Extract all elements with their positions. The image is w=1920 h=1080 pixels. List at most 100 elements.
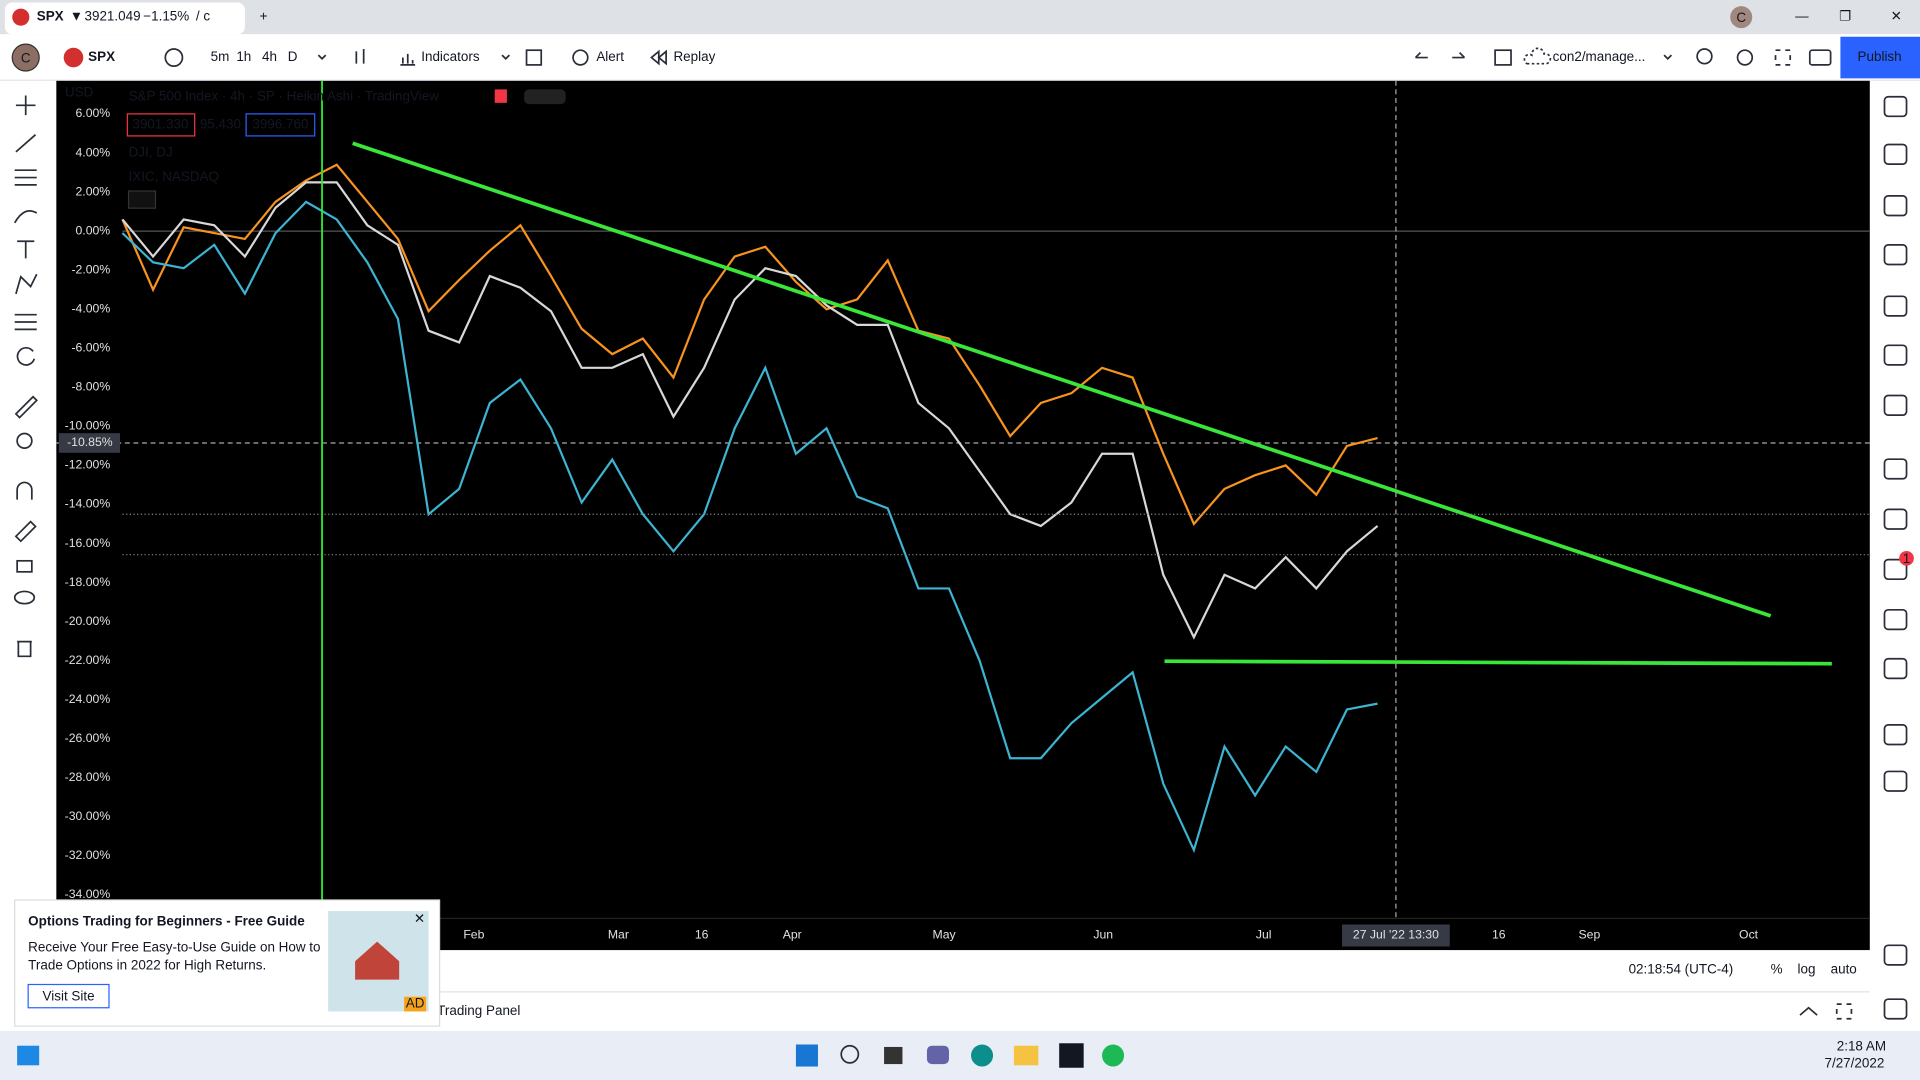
- undo[interactable]: [1414, 52, 1428, 59]
- sidebar-icon[interactable]: [1883, 608, 1908, 631]
- pattern-tool[interactable]: [15, 273, 38, 295]
- sidebar-icon[interactable]: [1883, 295, 1908, 317]
- currency[interactable]: USD: [65, 85, 94, 100]
- maximize-panel[interactable]: [1835, 1003, 1853, 1020]
- sidebar-icon[interactable]: [1883, 143, 1908, 165]
- win-min[interactable]: —: [1795, 9, 1809, 24]
- win-max[interactable]: ❐: [1839, 9, 1851, 24]
- visibility-pill[interactable]: [524, 89, 566, 105]
- tab-arrow: ▼: [70, 9, 83, 24]
- text-tool[interactable]: [17, 240, 35, 259]
- sidebar-icon[interactable]: [1883, 998, 1908, 1020]
- sidebar-icon[interactable]: [1883, 944, 1908, 966]
- compare-icon[interactable]: [164, 48, 184, 67]
- chart-type-icon[interactable]: [355, 48, 365, 64]
- flag[interactable]: [494, 89, 507, 103]
- sidebar-icon[interactable]: [1883, 508, 1908, 530]
- y-tick-label: -24.00%: [65, 692, 111, 706]
- interval[interactable]: D: [288, 49, 298, 64]
- publish-button[interactable]: [1840, 36, 1920, 79]
- interval[interactable]: 1h: [236, 49, 251, 64]
- layout-square[interactable]: [1494, 49, 1512, 66]
- lock-tool[interactable]: [16, 559, 33, 573]
- collapse-legend[interactable]: [127, 190, 157, 209]
- prediction-tool[interactable]: [14, 313, 37, 331]
- ad-close[interactable]: ✕: [414, 911, 425, 926]
- win-close[interactable]: ✕: [1891, 9, 1902, 24]
- compare-symbol[interactable]: IXIC, NASDAQ: [129, 169, 219, 184]
- templates-icon[interactable]: [525, 49, 543, 66]
- edge-app[interactable]: [971, 1044, 994, 1067]
- support-line-drawing[interactable]: [1164, 659, 1832, 666]
- crosshair-tool[interactable]: [15, 95, 36, 116]
- sidebar-icon[interactable]: [1883, 195, 1908, 217]
- log-toggle[interactable]: log: [1798, 961, 1816, 976]
- sidebar-icon[interactable]: [1883, 95, 1908, 118]
- widgets[interactable]: [17, 1045, 40, 1066]
- avatar-letter: C: [21, 50, 31, 65]
- ruler-tool[interactable]: [14, 395, 38, 419]
- hide-tool[interactable]: [13, 590, 36, 605]
- replay[interactable]: Replay: [673, 49, 715, 64]
- tradingview-app[interactable]: [1059, 1043, 1084, 1068]
- explorer-app[interactable]: [1013, 1045, 1039, 1066]
- layout-name[interactable]: con2/manage...: [1553, 49, 1646, 64]
- other-app[interactable]: [1102, 1044, 1125, 1067]
- layout-caret[interactable]: [1663, 54, 1673, 60]
- fib-tool[interactable]: [14, 169, 37, 186]
- search[interactable]: [1696, 48, 1713, 65]
- series-line: [121, 163, 1378, 527]
- indicators[interactable]: Indicators: [421, 49, 480, 64]
- indicators-caret[interactable]: [501, 54, 510, 60]
- brush-tool[interactable]: [13, 210, 38, 224]
- sidebar-icon[interactable]: [1883, 724, 1908, 746]
- ohlc-box: [126, 113, 196, 137]
- fullscreen[interactable]: [1774, 49, 1792, 66]
- sidebar-icon[interactable]: [1883, 558, 1908, 581]
- browser-tab[interactable]: [4, 2, 245, 35]
- sidebar-icon[interactable]: [1883, 344, 1908, 366]
- chat-app[interactable]: [926, 1045, 949, 1065]
- collapse-panel[interactable]: [1799, 1006, 1818, 1016]
- y-tick-label: -16.00%: [65, 536, 111, 550]
- snapshot[interactable]: [1808, 49, 1832, 66]
- taskbar-apps: [795, 1043, 1125, 1068]
- compare-symbol[interactable]: DJI, DJ: [129, 145, 173, 160]
- ad-title[interactable]: Options Trading for Beginners - Free Gui…: [28, 914, 305, 929]
- percent-toggle[interactable]: %: [1771, 961, 1783, 976]
- magnet-tool[interactable]: [16, 481, 33, 500]
- task-view[interactable]: [884, 1046, 903, 1065]
- sidebar-icon[interactable]: [1883, 657, 1908, 680]
- interval[interactable]: 4h: [262, 49, 277, 64]
- auto-toggle[interactable]: auto: [1831, 961, 1857, 976]
- interval[interactable]: 5m: [211, 49, 230, 64]
- ad-button[interactable]: [27, 983, 110, 1009]
- trendline-drawing[interactable]: [352, 141, 1772, 618]
- search-app[interactable]: [840, 1044, 860, 1064]
- sidebar-icon[interactable]: [1883, 394, 1908, 416]
- start[interactable]: [795, 1044, 818, 1067]
- alert[interactable]: Alert: [596, 49, 624, 64]
- stay-drawing[interactable]: [14, 520, 37, 543]
- x-tick-label: Oct: [1739, 928, 1759, 942]
- remove-tool[interactable]: [17, 640, 32, 658]
- symbol[interactable]: SPX: [88, 49, 115, 64]
- settings[interactable]: [1736, 49, 1754, 66]
- symbol-logo: [63, 47, 84, 68]
- interval-caret[interactable]: [317, 54, 327, 60]
- new-tab[interactable]: +: [260, 9, 268, 24]
- sidebar-icon[interactable]: [1883, 458, 1908, 480]
- sidebar-icon[interactable]: [1883, 770, 1908, 792]
- avatar[interactable]: [11, 43, 40, 72]
- trend-tool[interactable]: [15, 134, 37, 153]
- profile[interactable]: [1730, 6, 1753, 29]
- trading-panel[interactable]: Trading Panel: [437, 1003, 520, 1018]
- ad-text: Trade Options in 2022 for High Returns.: [28, 958, 266, 973]
- y-tick-label: -32.00%: [65, 848, 111, 862]
- zoom-tool[interactable]: [16, 432, 33, 450]
- geometry-tool[interactable]: [16, 346, 36, 366]
- y-tick-label: -26.00%: [65, 731, 111, 745]
- sidebar-icon[interactable]: [1883, 244, 1908, 266]
- redo[interactable]: [1452, 52, 1466, 59]
